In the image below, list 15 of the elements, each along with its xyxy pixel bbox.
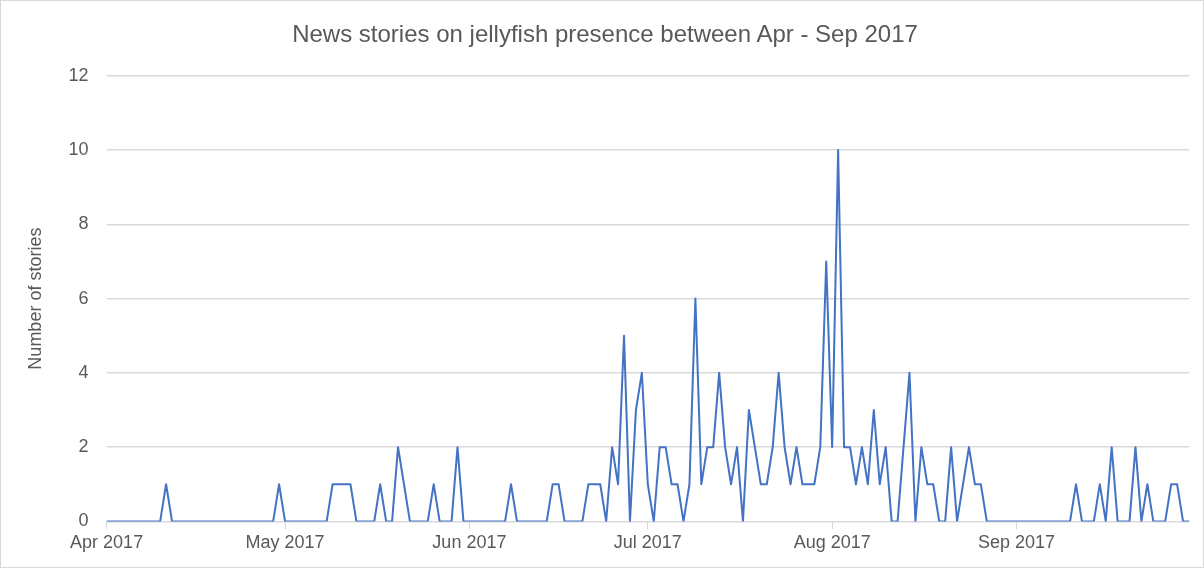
x-tick-label: Apr 2017	[70, 532, 144, 553]
x-tick-label: Aug 2017	[793, 532, 871, 553]
x-tick-label: May 2017	[245, 532, 325, 553]
x-tick-label: Sep 2017	[977, 532, 1056, 553]
y-tick-label: 6	[78, 287, 89, 308]
y-tick-label: 0	[78, 510, 89, 531]
y-tick-label: 8	[78, 213, 89, 234]
y-tick-label: 12	[68, 64, 89, 85]
y-axis-title: Number of stories	[24, 227, 45, 370]
x-tick-label: Jun 2017	[432, 532, 507, 553]
y-tick-label: 10	[68, 139, 89, 160]
y-tick-label: 2	[78, 436, 89, 457]
y-tick-label: 4	[78, 361, 89, 382]
x-tick-label: Jul 2017	[613, 532, 682, 553]
chart-title: News stories on jellyfish presence between Apr - Sep 2017	[292, 20, 918, 48]
